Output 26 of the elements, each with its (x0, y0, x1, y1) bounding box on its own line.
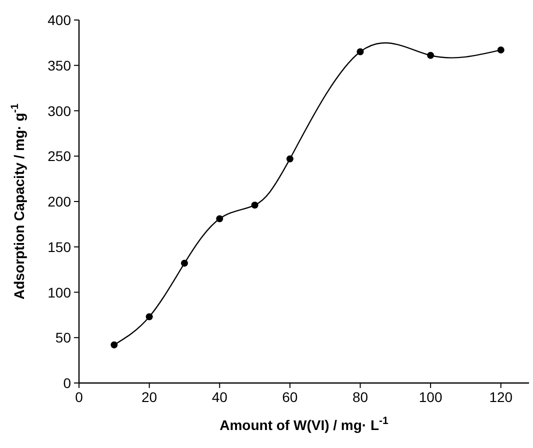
x-tick-label: 20 (142, 389, 158, 405)
y-tick-label: 300 (48, 102, 72, 119)
x-tick-label: 120 (489, 389, 513, 405)
y-tick-label: 150 (48, 238, 72, 255)
point (497, 46, 504, 54)
y-tick-label: 200 (48, 194, 72, 210)
point (251, 202, 258, 209)
x-tick-label: 100 (418, 389, 442, 405)
point (146, 313, 153, 320)
y-tick-label: 350 (48, 57, 72, 74)
point (356, 48, 364, 56)
y-tick-label: 0 (63, 375, 72, 391)
point (180, 260, 188, 267)
x-tick-label: 80 (352, 389, 368, 405)
point (286, 155, 294, 162)
point (427, 52, 434, 59)
y-tick-label: 400 (48, 12, 72, 28)
x-tick-label: 0 (75, 389, 84, 405)
x-tick-label: 60 (282, 389, 298, 405)
x-axis-title: Amount of W(VI) / mg· L$^{-1}$ (220, 415, 389, 433)
y-tick-label: 50 (55, 330, 72, 346)
point (110, 341, 118, 348)
y-tick-label: 100 (48, 284, 72, 300)
point (216, 215, 224, 222)
x-tick-label: 40 (212, 389, 228, 405)
y-tick-label: 250 (48, 148, 72, 164)
